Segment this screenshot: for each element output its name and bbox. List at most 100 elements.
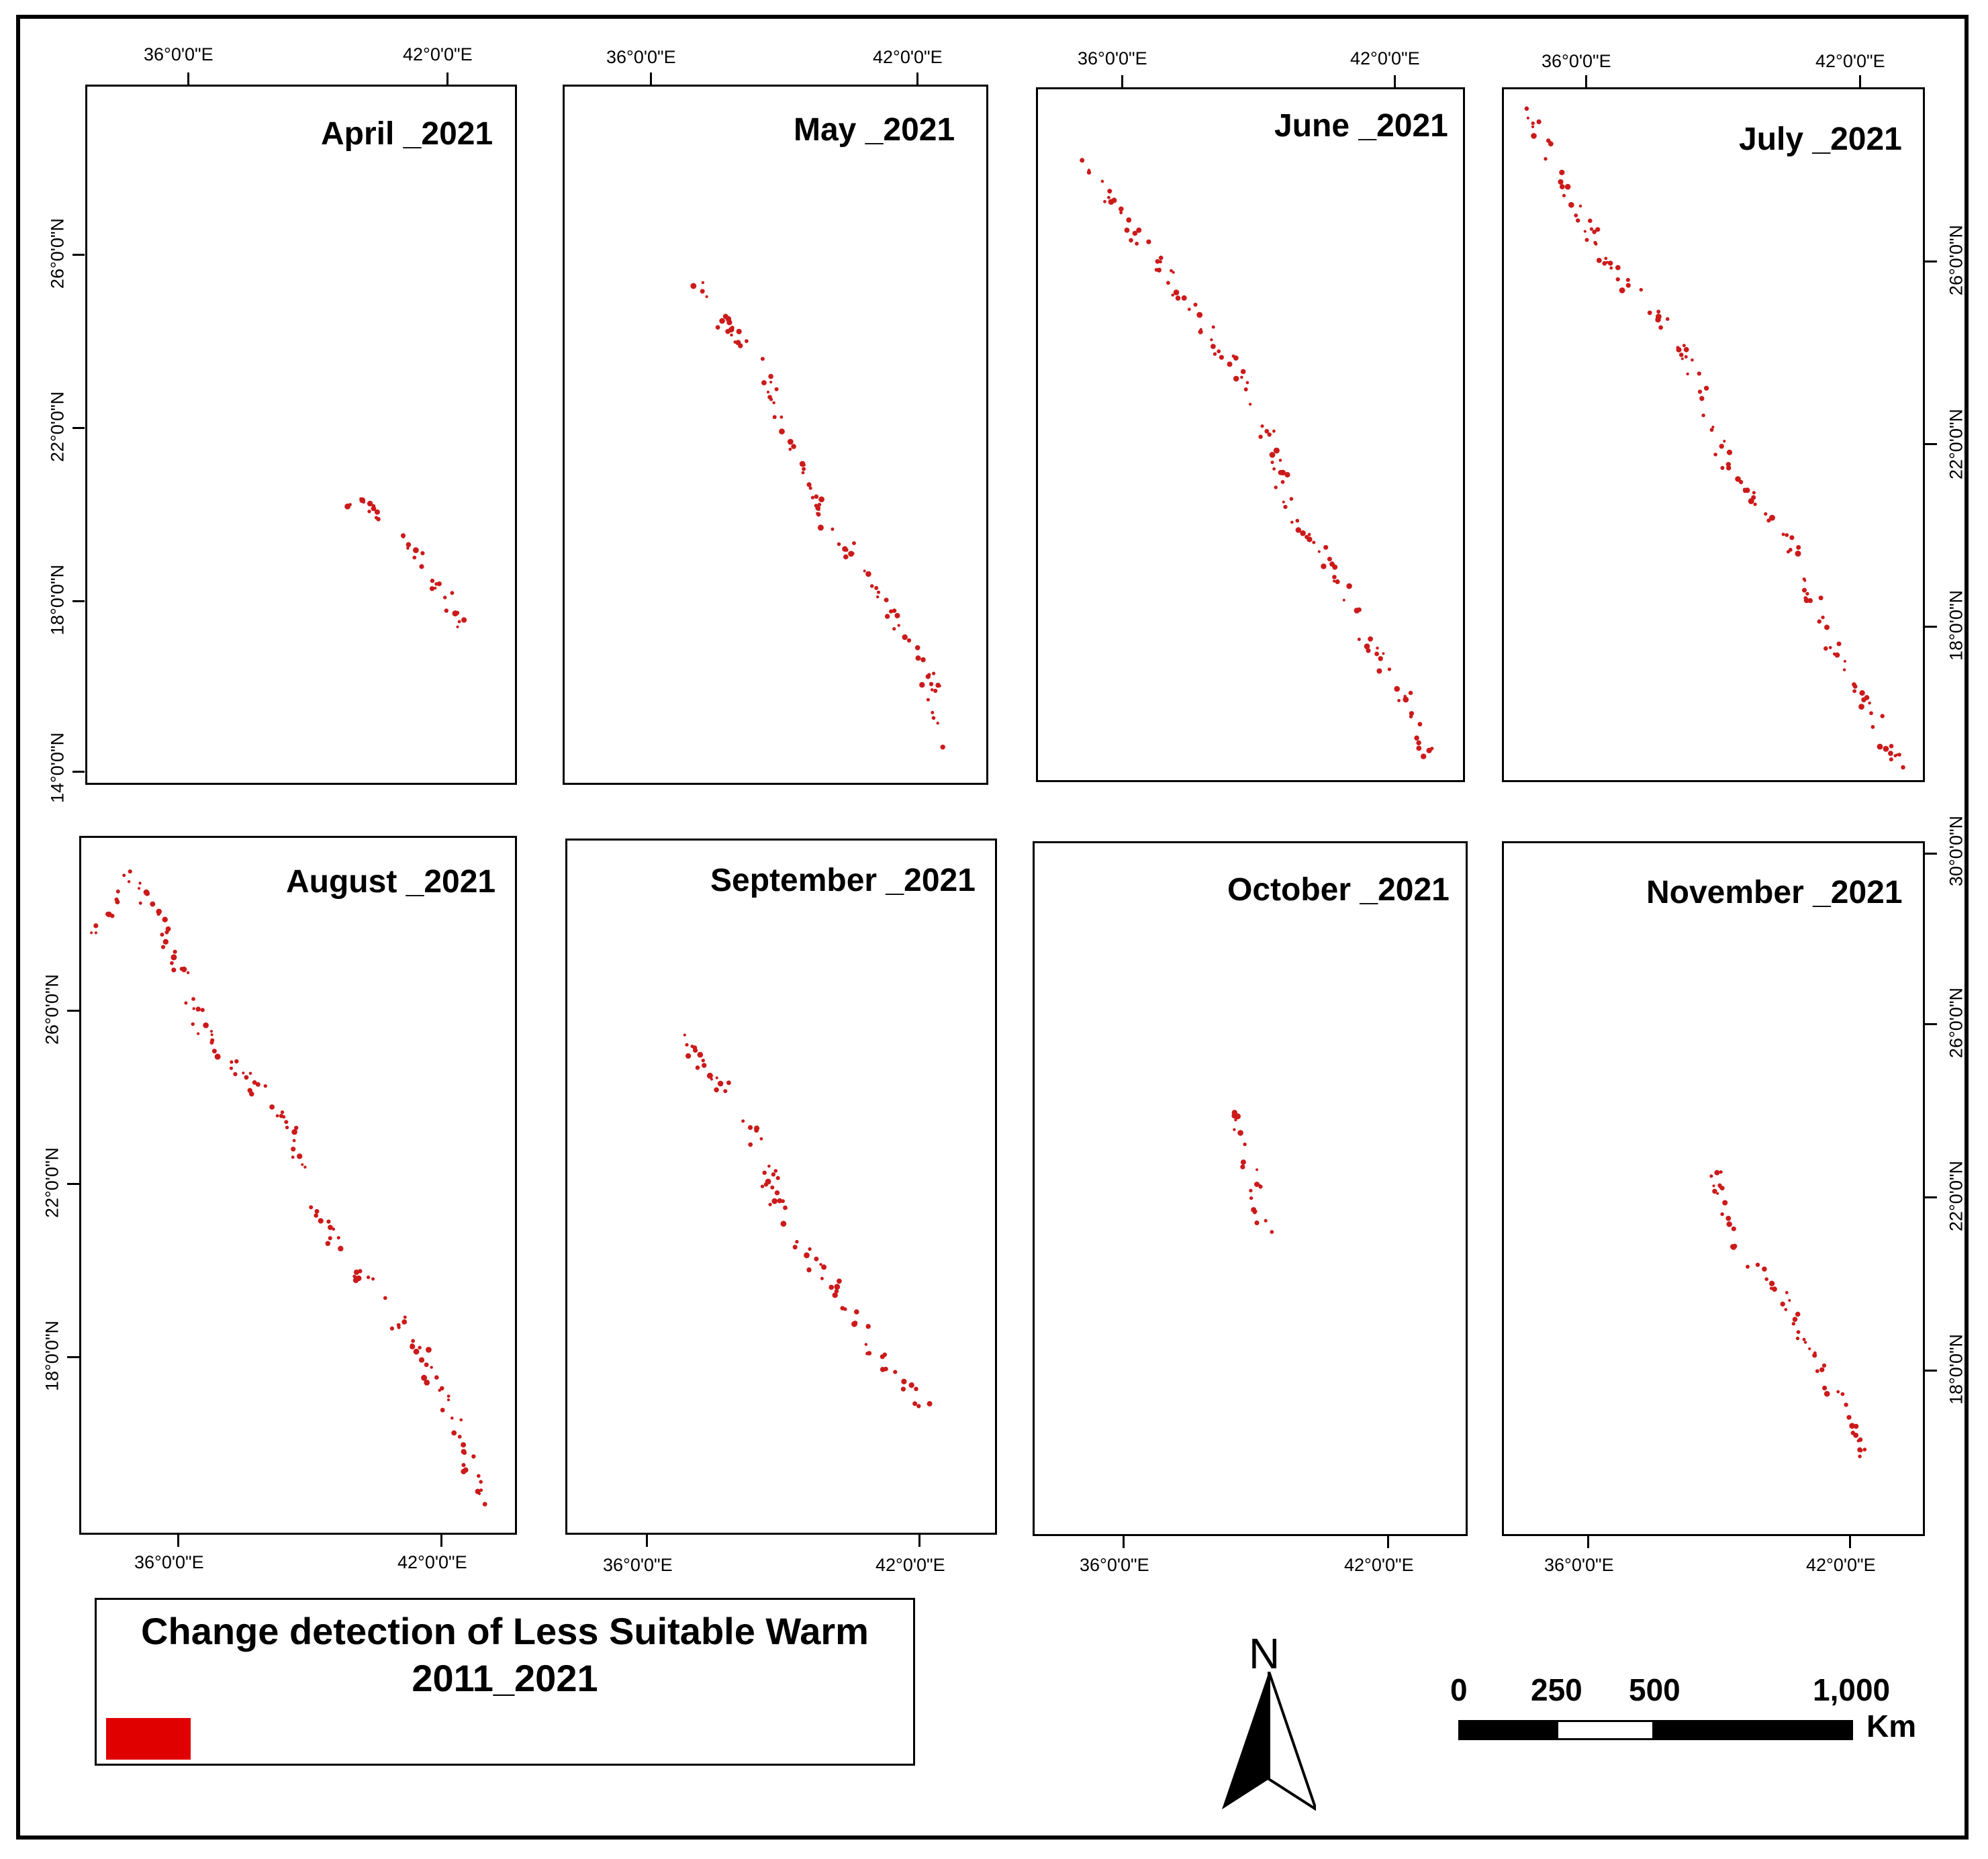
presence-point: [1289, 497, 1294, 501]
presence-point: [1880, 714, 1885, 718]
presence-point: [769, 397, 773, 401]
presence-point: [783, 1205, 788, 1210]
presence-point: [1719, 444, 1724, 449]
presence-point: [1665, 317, 1670, 322]
presence-point: [1803, 579, 1807, 582]
presence-point: [806, 1267, 812, 1273]
presence-point: [1290, 520, 1294, 524]
presence-point: [191, 1022, 195, 1027]
presence-point: [1719, 1170, 1723, 1174]
presence-point: [1893, 754, 1897, 758]
tick-mark: [1925, 626, 1937, 628]
presence-point: [1711, 426, 1715, 428]
presence-point: [292, 1139, 296, 1143]
presence-point: [1531, 121, 1535, 126]
presence-point: [1366, 648, 1371, 653]
presence-point: [162, 939, 169, 945]
presence-point: [426, 1347, 432, 1353]
panel-august: [79, 836, 517, 1535]
presence-point: [376, 517, 381, 522]
presence-point: [1868, 702, 1871, 705]
presence-point: [1387, 667, 1392, 671]
presence-point: [1683, 346, 1689, 352]
presence-point: [420, 551, 425, 556]
presence-point: [1784, 1308, 1788, 1311]
presence-point: [457, 620, 461, 624]
presence-point: [209, 1030, 213, 1033]
presence-point: [1592, 230, 1597, 234]
presence-point: [1408, 690, 1413, 696]
tick-mark: [1859, 75, 1861, 87]
presence-point: [1576, 218, 1580, 223]
north-label: N: [1249, 1629, 1280, 1678]
presence-point: [200, 1008, 205, 1012]
presence-point: [424, 1362, 429, 1368]
scale-label-0: 0: [1450, 1672, 1468, 1707]
north-arrow-right: [1268, 1672, 1316, 1811]
tick-mark: [73, 427, 85, 429]
tick-mark: [1387, 1536, 1389, 1548]
presence-point: [1871, 724, 1875, 729]
presence-point: [477, 1474, 481, 1478]
presence-point: [892, 627, 896, 631]
presence-point: [1615, 277, 1620, 282]
presence-point: [459, 1418, 463, 1422]
presence-point: [902, 634, 908, 640]
presence-point: [1562, 193, 1566, 197]
presence-point: [1746, 1264, 1750, 1269]
presence-point: [1824, 646, 1828, 651]
presence-point: [1772, 1286, 1777, 1292]
presence-point: [1889, 757, 1893, 762]
lon-tick-label: 42°0'0"E: [397, 1552, 467, 1572]
presence-point: [1124, 228, 1130, 233]
presence-point: [1346, 583, 1352, 589]
presence-point: [1607, 260, 1613, 266]
presence-point: [440, 1407, 445, 1413]
presence-point: [282, 1115, 286, 1119]
presence-point: [787, 438, 794, 445]
presence-point: [1409, 714, 1413, 719]
presence-point: [1187, 307, 1191, 312]
presence-point: [128, 869, 132, 874]
presence-point: [920, 657, 926, 663]
presence-point: [869, 584, 874, 588]
presence-point: [1578, 204, 1582, 208]
presence-point: [927, 1400, 933, 1407]
presence-point: [1609, 266, 1613, 270]
presence-point: [931, 716, 936, 720]
presence-point: [1802, 587, 1807, 593]
presence-point: [403, 1315, 407, 1319]
presence-point: [925, 674, 931, 679]
presence-point: [1606, 260, 1609, 264]
presence-point: [1849, 1423, 1856, 1429]
presence-point: [1317, 550, 1321, 553]
presence-point: [389, 1326, 395, 1331]
presence-point: [940, 745, 945, 750]
presence-point: [685, 1053, 692, 1059]
presence-point: [774, 1190, 780, 1196]
presence-point: [1869, 711, 1873, 716]
north-arrow-icon: [1222, 1672, 1316, 1811]
presence-point: [1258, 434, 1263, 439]
panel-october: [1033, 841, 1468, 1536]
presence-point: [173, 949, 177, 954]
presence-point: [1274, 485, 1278, 489]
presence-point: [817, 524, 824, 531]
tick-mark: [1121, 75, 1123, 87]
presence-point: [352, 1277, 359, 1284]
presence-point: [1403, 696, 1409, 703]
presence-point: [1327, 557, 1332, 562]
presence-point: [1699, 395, 1705, 401]
presence-point: [1119, 206, 1124, 212]
presence-point: [358, 1269, 363, 1274]
presence-point: [1697, 371, 1701, 376]
presence-point: [285, 1125, 289, 1130]
presence-point: [421, 1374, 428, 1381]
presence-point: [831, 527, 835, 531]
presence-point: [829, 1284, 834, 1290]
presence-point: [1270, 1230, 1274, 1234]
presence-point: [1844, 1402, 1848, 1407]
lon-tick-label: 36°0'0"E: [1080, 1555, 1149, 1575]
presence-point: [318, 1218, 324, 1224]
presence-point: [93, 923, 99, 928]
